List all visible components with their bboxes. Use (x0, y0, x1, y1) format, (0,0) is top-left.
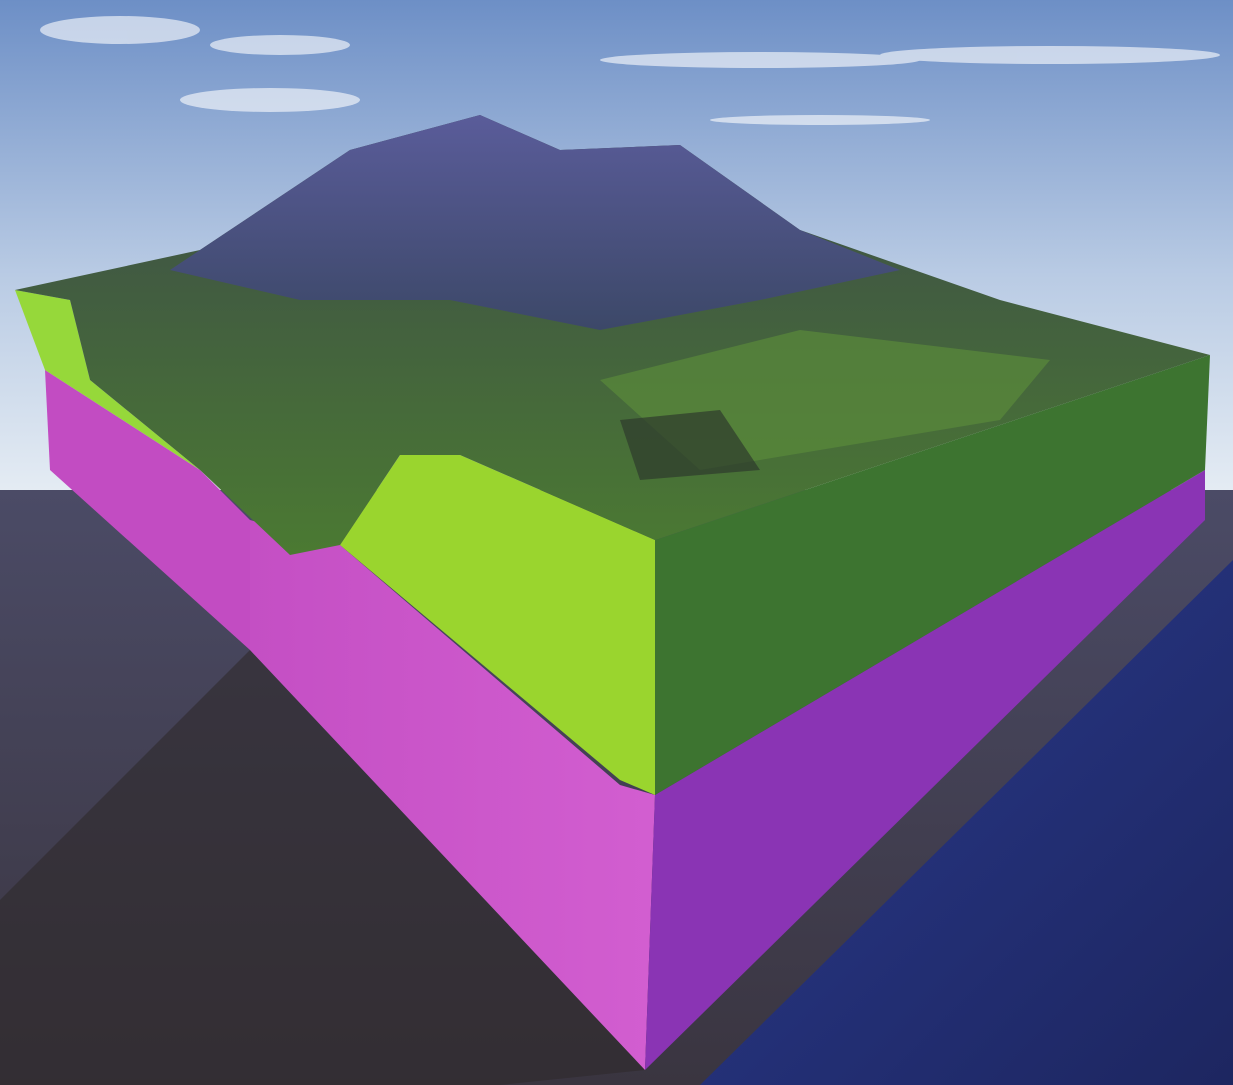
ground-dark (0, 650, 645, 1085)
mountain (170, 115, 900, 330)
right-face-green (655, 355, 1210, 795)
front-face-magenta (250, 520, 655, 1070)
terraces (620, 410, 760, 480)
right-face-purple (645, 470, 1205, 1070)
left-face-magenta (45, 370, 250, 650)
left-face-green (15, 290, 200, 470)
clouds (40, 16, 1220, 125)
front-face-green (340, 455, 655, 795)
ground-shadow (700, 560, 1233, 1085)
